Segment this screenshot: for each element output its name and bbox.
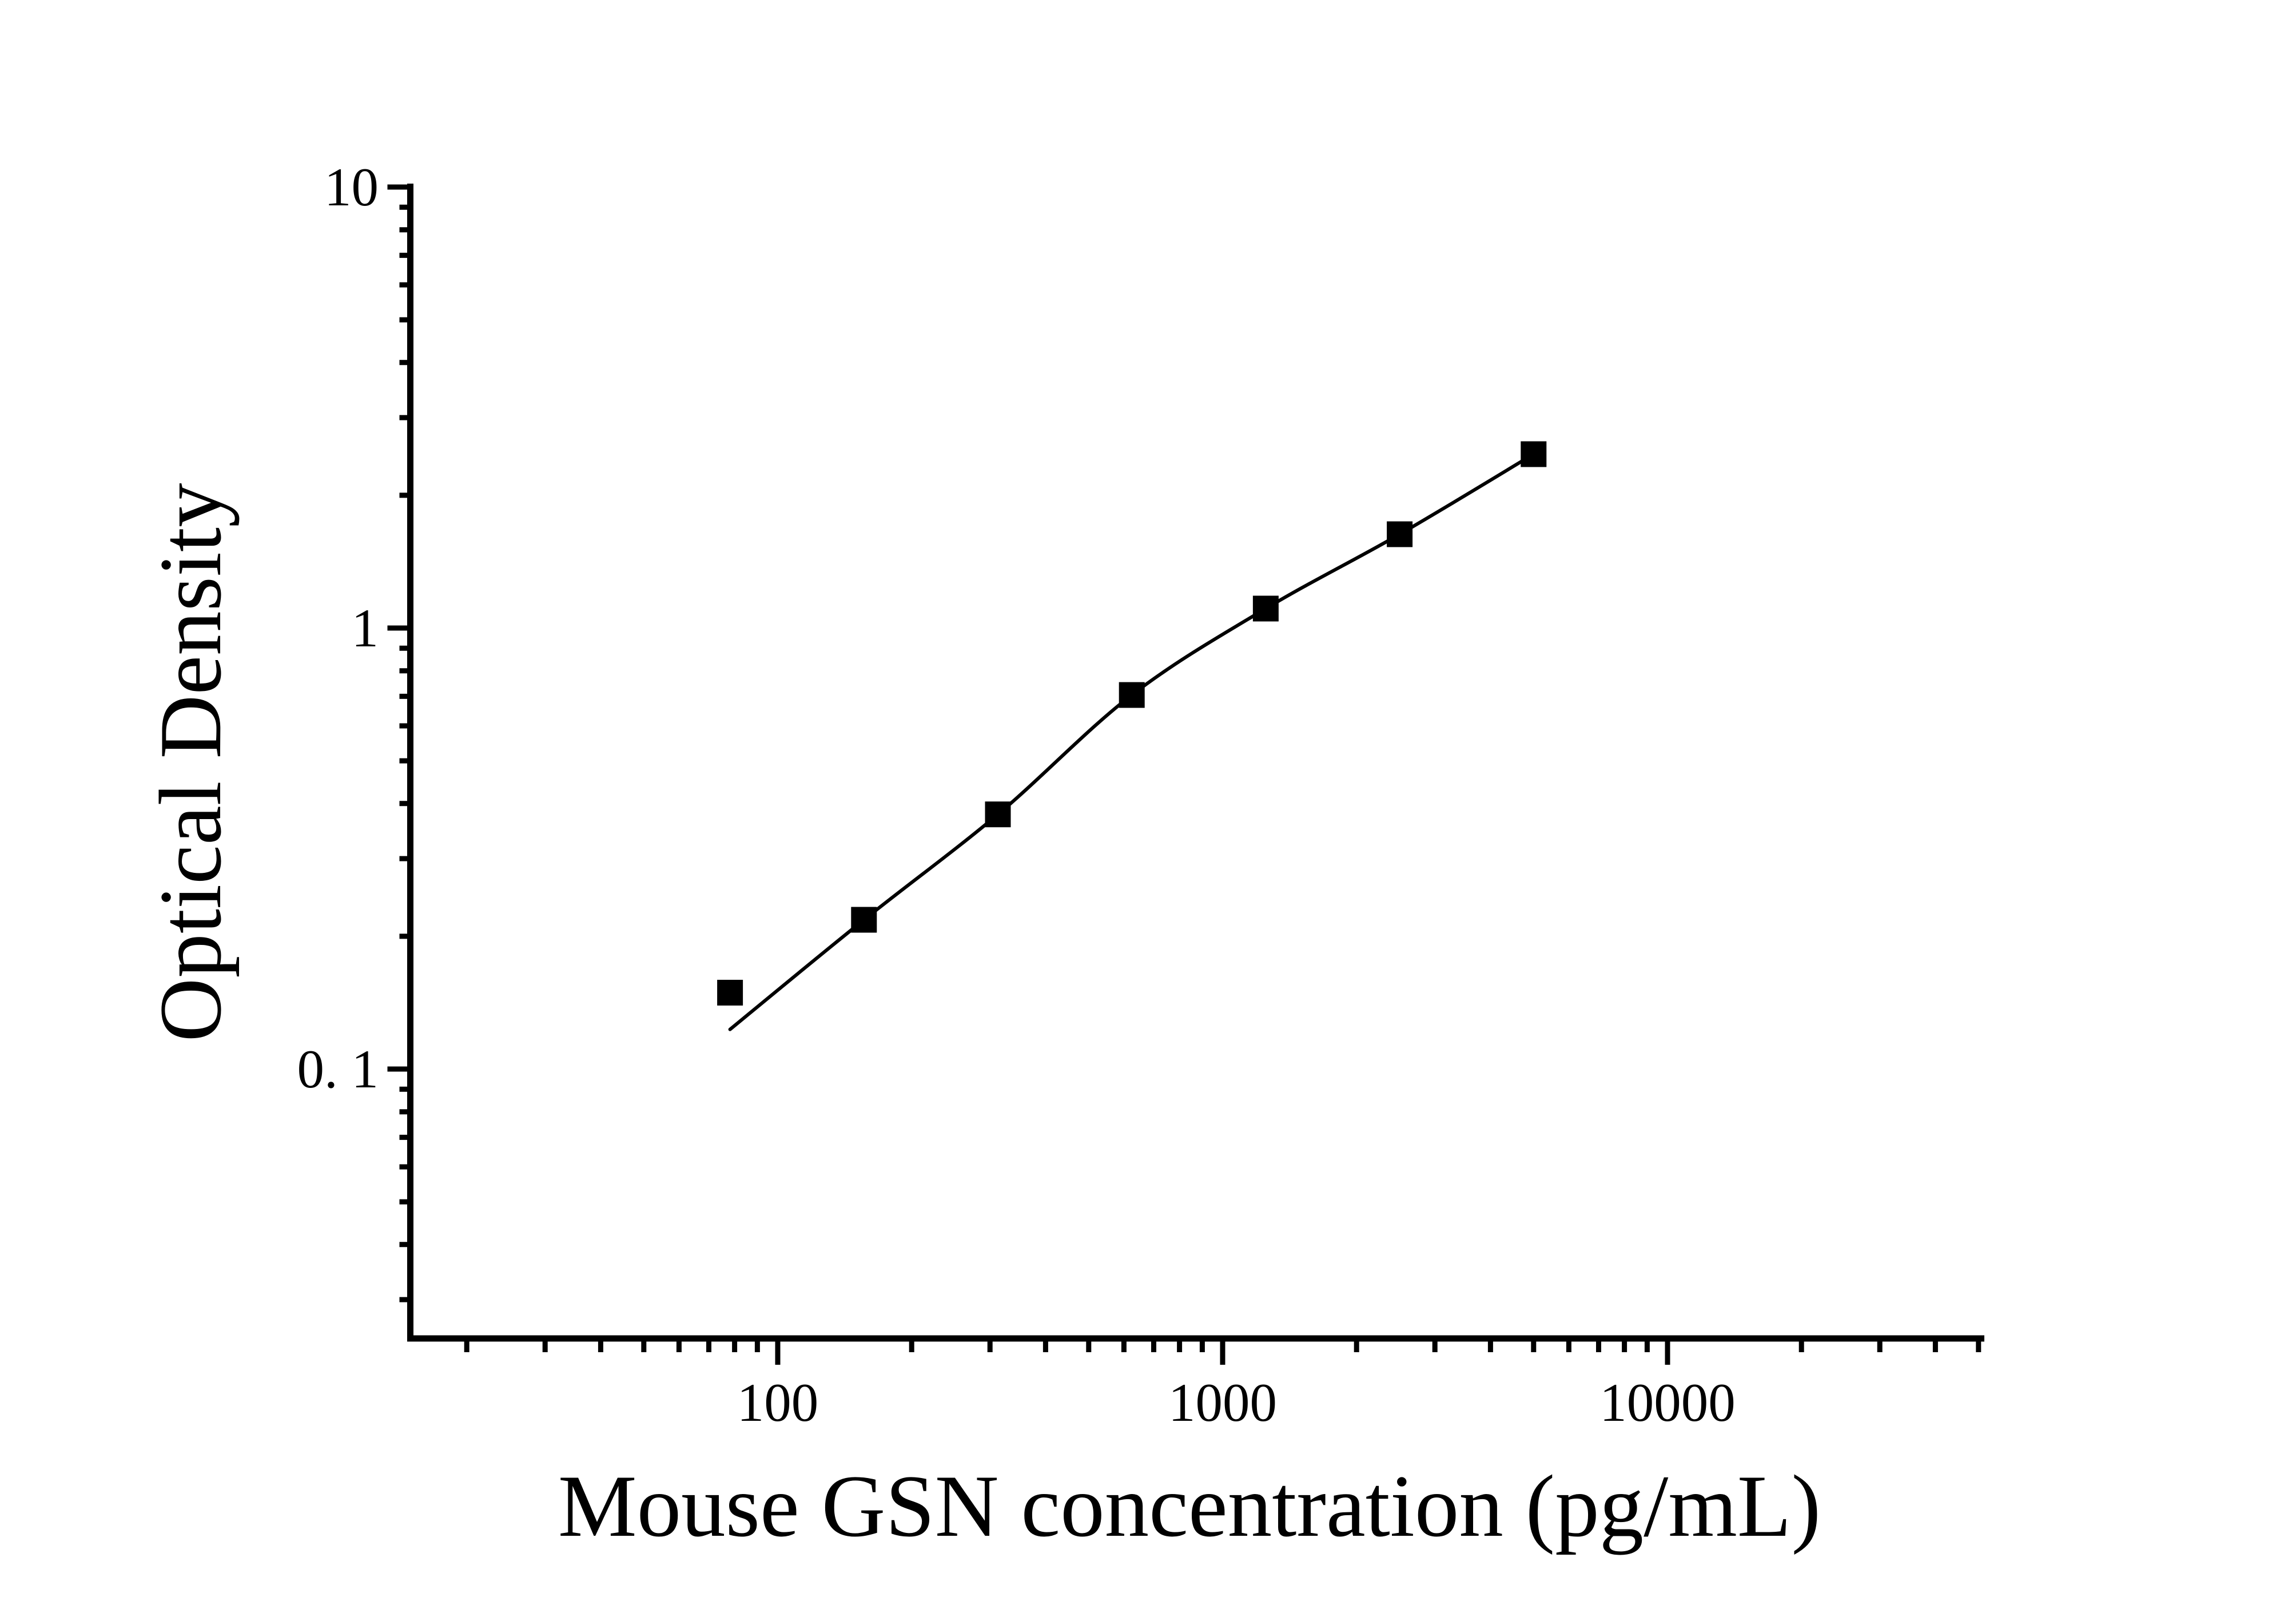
y-axis-ticks bbox=[387, 184, 411, 1302]
y-tick-label: 1 bbox=[352, 598, 379, 658]
axes bbox=[407, 184, 1984, 1342]
x-axis-tick-labels: 100 1000 10000 bbox=[737, 1372, 1736, 1433]
data-point-marker bbox=[851, 907, 877, 933]
x-tick-label: 1000 bbox=[1168, 1372, 1277, 1433]
y-tick-label: 10 bbox=[324, 157, 379, 217]
x-axis-title: Mouse GSN concentration (pg/mL) bbox=[558, 1457, 1821, 1555]
y-axis-tick-labels: 10 1 0. 1 bbox=[297, 157, 379, 1099]
y-axis-title: Optical Density bbox=[141, 483, 240, 1042]
data-point-markers bbox=[717, 441, 1547, 1006]
data-point-marker bbox=[1119, 682, 1145, 708]
x-tick-label: 100 bbox=[737, 1372, 819, 1433]
x-axis-ticks bbox=[464, 1338, 1981, 1365]
data-point-marker bbox=[717, 979, 743, 1006]
data-point-marker bbox=[985, 801, 1011, 828]
x-tick-label: 10000 bbox=[1599, 1372, 1736, 1433]
data-point-marker bbox=[1521, 441, 1547, 467]
data-point-marker bbox=[1252, 595, 1279, 622]
y-tick-label: 0. 1 bbox=[297, 1039, 379, 1099]
data-point-marker bbox=[1387, 521, 1413, 547]
fitted-curve bbox=[728, 452, 1535, 1031]
